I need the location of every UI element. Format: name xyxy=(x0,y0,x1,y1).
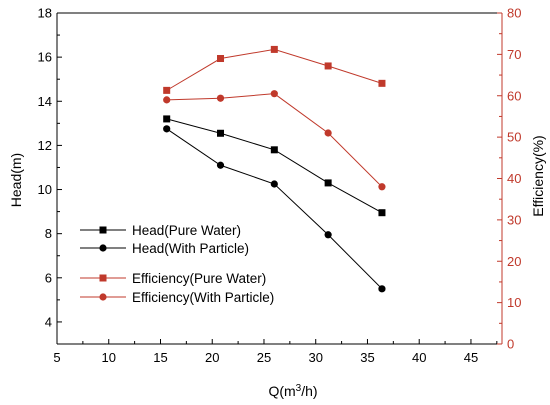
legend: Head(Pure Water) Head(With Particle) Effic… xyxy=(80,223,274,305)
data-point xyxy=(217,129,225,137)
y-right-tick-label: 60 xyxy=(507,88,521,103)
x-tick-label: 45 xyxy=(464,350,478,365)
y-right-tick-label: 80 xyxy=(507,6,521,21)
y-left-tick-label: 14 xyxy=(38,94,52,109)
data-point xyxy=(378,209,386,217)
y-left-axis-title: Head(m) xyxy=(8,153,24,207)
x-tick-label: 35 xyxy=(360,350,374,365)
data-point xyxy=(216,161,225,169)
legend-label: Efficiency(Pure Water) xyxy=(132,271,266,286)
y-right-tick-label: 30 xyxy=(507,212,521,227)
y-left-tick-label: 6 xyxy=(45,270,52,285)
x-tick-label: 25 xyxy=(257,350,271,365)
data-point xyxy=(216,94,225,102)
y-right-axis-title: Efficiency(%) xyxy=(530,135,546,216)
data-point xyxy=(270,90,278,98)
axes: 5 10 15 20 25 30 35 40 45 4 6 8 10 12 14 16 18 0 10 20 30 40 5… xyxy=(38,6,522,366)
data-point xyxy=(163,115,171,123)
series-line-3 xyxy=(166,48,383,91)
y-right-tick-label: 70 xyxy=(507,47,521,62)
x-tick-label: 20 xyxy=(205,350,219,365)
data-point xyxy=(217,55,225,63)
data-point xyxy=(270,45,278,53)
y-left-tick-label: 8 xyxy=(45,226,52,241)
legend-marker xyxy=(99,244,107,252)
legend-marker xyxy=(99,226,107,234)
series-line-4 xyxy=(166,93,383,188)
data-point xyxy=(163,96,171,104)
y-right-tick-label: 50 xyxy=(507,130,521,145)
data-point xyxy=(270,180,278,188)
y-right-tick-label: 0 xyxy=(507,337,514,352)
data-point xyxy=(163,125,171,133)
x-tick-label: 40 xyxy=(412,350,426,365)
y-left-tick-label: 10 xyxy=(38,182,52,197)
data-point xyxy=(378,79,386,87)
series-line-1 xyxy=(166,118,383,214)
x-axis-title: Q(m3/h) xyxy=(268,383,317,399)
x-tick-label: 30 xyxy=(308,350,322,365)
data-point xyxy=(324,62,332,70)
x-tick-label: 15 xyxy=(153,350,167,365)
x-tick-label: 10 xyxy=(102,350,116,365)
y-right-tick-label: 20 xyxy=(507,254,521,269)
legend-label: Head(With Particle) xyxy=(132,241,249,256)
data-point xyxy=(324,231,332,239)
x-tick-label: 5 xyxy=(53,350,60,365)
y-left-tick-label: 18 xyxy=(38,6,52,21)
data-point xyxy=(163,86,171,94)
plot-area xyxy=(163,45,386,293)
y-right-tick-label: 40 xyxy=(507,171,521,186)
data-point xyxy=(378,183,386,191)
y-left-tick-label: 12 xyxy=(38,138,52,153)
y-left-tick-label: 16 xyxy=(38,50,52,65)
legend-label: Efficiency(With Particle) xyxy=(132,290,274,305)
y-left-tick-label: 4 xyxy=(45,314,52,329)
data-point xyxy=(324,129,332,137)
y-right-tick-label: 10 xyxy=(507,295,521,310)
legend-label: Head(Pure Water) xyxy=(132,223,241,238)
data-point xyxy=(270,146,278,154)
legend-marker xyxy=(99,293,107,301)
data-point xyxy=(324,179,332,187)
data-point xyxy=(378,285,386,293)
legend-marker xyxy=(99,274,107,282)
